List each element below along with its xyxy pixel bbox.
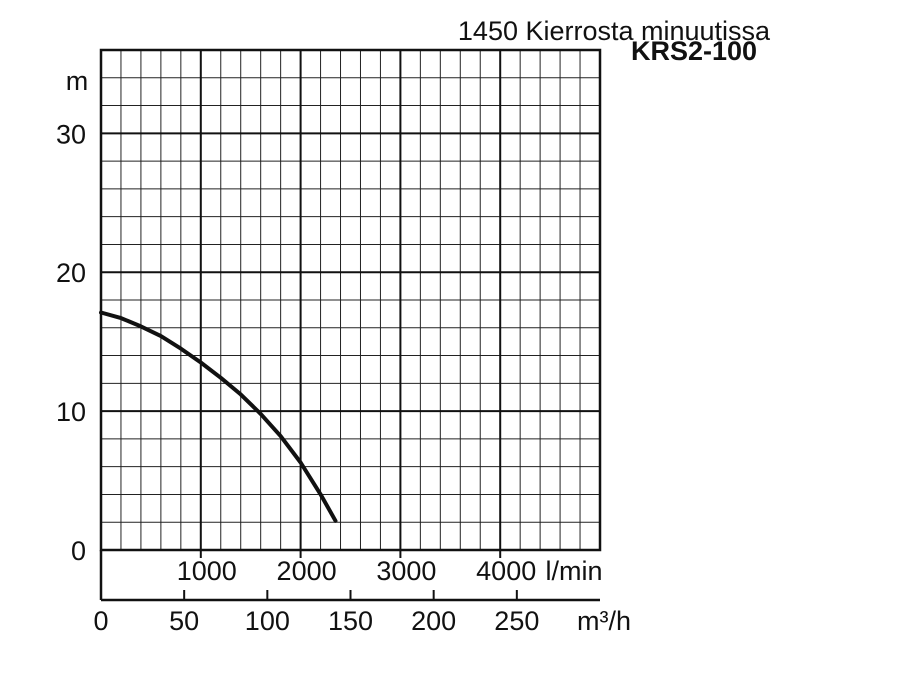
x-tick-label-lpm: 1000 [177, 556, 237, 586]
y-tick-labels: 0 10 20 30 [56, 119, 86, 566]
x-axis-unit-lpm: l/min [545, 556, 602, 586]
x-tick-labels-m3h: 0 50 100 150 200 250 [93, 606, 539, 636]
minor-grid [101, 50, 600, 550]
major-grid [101, 50, 600, 550]
x-tick-label-m3h: 200 [411, 606, 456, 636]
y-axis-unit-label: m [66, 66, 89, 96]
x-tick-label-m3h: 150 [328, 606, 373, 636]
plot-frame [99, 48, 602, 552]
x-tick-label-lpm: 2000 [277, 556, 337, 586]
x-tick-label-m3h: 250 [494, 606, 539, 636]
x-tick-label-m3h: 100 [245, 606, 290, 636]
x-tick-label-m3h: 50 [169, 606, 199, 636]
pump-curve-line [99, 310, 338, 523]
y-tick-label: 10 [56, 397, 86, 427]
y-tick-label: 20 [56, 258, 86, 288]
x-tick-labels-lpm: 1000 2000 3000 4000 [177, 556, 536, 586]
axis-lines [99, 550, 600, 602]
x-tick-label-m3h: 0 [93, 606, 108, 636]
y-tick-label: 0 [71, 536, 86, 566]
x-tick-label-lpm: 4000 [476, 556, 536, 586]
chart-title: 1450 Kierrosta minuutissa [458, 16, 771, 46]
chart-subtitle: KRS2-100 [631, 36, 757, 66]
x-tick-label-lpm: 3000 [376, 556, 436, 586]
x-axis-unit-m3h: m³/h [577, 606, 631, 636]
y-tick-label: 30 [56, 119, 86, 149]
